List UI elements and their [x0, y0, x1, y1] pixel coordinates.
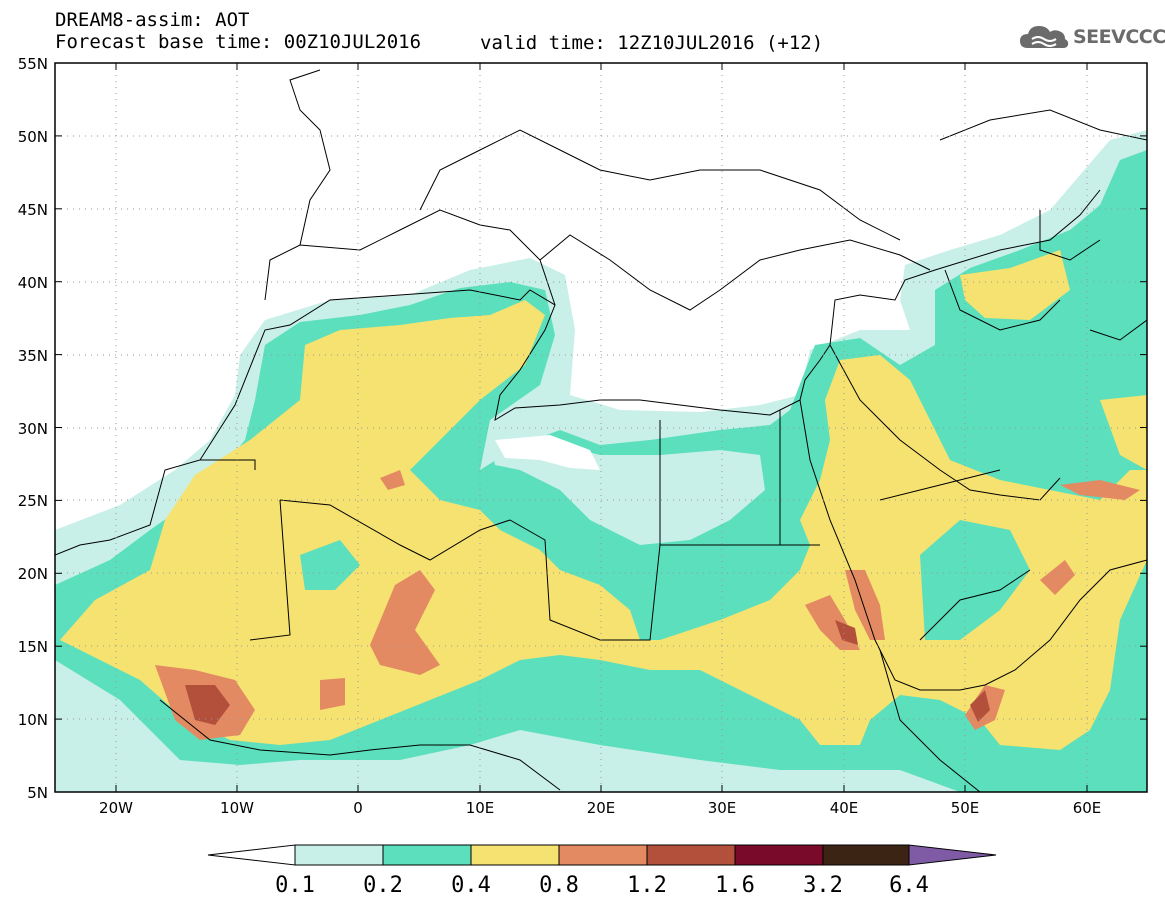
aot-level-0-8 — [1040, 560, 1075, 595]
lon-label: 20W — [99, 799, 133, 817]
latitude-labels: 55N 50N 45N 40N 35N 30N 25N 20N 15N 10N … — [18, 55, 48, 802]
lon-label: 30E — [708, 799, 737, 817]
aot-level-1-2 — [835, 620, 858, 645]
colorbar — [207, 844, 997, 866]
colorbar-label: 1.2 — [627, 873, 667, 898]
lat-label: 30N — [18, 420, 48, 438]
lon-label: 40E — [830, 799, 859, 817]
lon-label: 60E — [1073, 799, 1102, 817]
colorbar-label: 0.8 — [539, 873, 579, 898]
aot-level-0-4-patch — [1100, 395, 1147, 470]
lon-label: 10W — [220, 799, 254, 817]
lat-label: 5N — [27, 784, 48, 802]
colorbar-left-arrow — [207, 844, 296, 866]
colorbar-segment — [822, 844, 910, 866]
valid-time: valid time: 12Z10JUL2016 (+12) — [480, 32, 824, 54]
cloud-icon — [1020, 26, 1069, 48]
aot-clear-patch — [495, 435, 600, 470]
colorbar-label: 0.4 — [451, 873, 491, 898]
aot-level-0-4-patch — [960, 250, 1070, 320]
aot-level-0-2-patch — [920, 520, 1030, 640]
colorbar-segment — [558, 844, 648, 866]
colorbar-label: 1.6 — [715, 873, 755, 898]
colorbar-segment — [382, 844, 472, 866]
forecast-base-time: Forecast base time: 00Z10JUL2016 — [55, 31, 422, 53]
lon-label: 20E — [587, 799, 616, 817]
lat-label: 10N — [18, 711, 48, 729]
colorbar-segment — [294, 844, 384, 866]
lat-label: 15N — [18, 638, 48, 656]
logo-text: SEEVCCC — [1073, 26, 1165, 48]
lat-label: 20N — [18, 565, 48, 583]
colorbar-label: 0.1 — [275, 873, 315, 898]
coastlines — [55, 69, 1147, 792]
lon-label: 0 — [353, 799, 363, 817]
lat-label: 40N — [18, 274, 48, 292]
axis-ticks — [55, 62, 1147, 793]
aot-level-1-2 — [970, 690, 990, 722]
aot-level-0-8 — [1060, 480, 1140, 500]
longitude-labels: 20W 10W 0 10E 20E 30E 40E 50E 60E — [99, 799, 1101, 817]
lat-label: 35N — [18, 347, 48, 365]
product-title: DREAM8-assim: AOT — [55, 9, 250, 31]
lat-label: 50N — [18, 128, 48, 146]
lat-label: 55N — [18, 55, 48, 73]
aot-level-0-2-patch — [300, 540, 360, 590]
lon-label: 10E — [466, 799, 495, 817]
colorbar-label: 0.2 — [363, 873, 403, 898]
aot-level-0-8 — [370, 570, 440, 675]
aot-level-0-8 — [845, 570, 885, 640]
colorbar-right-arrow — [908, 844, 997, 866]
aot-level-0-8 — [320, 678, 345, 710]
colorbar-labels: 0.1 0.2 0.4 0.8 1.2 1.6 3.2 6.4 — [275, 873, 929, 898]
colorbar-segment — [646, 844, 736, 866]
lat-label: 45N — [18, 201, 48, 219]
colorbar-label: 3.2 — [803, 873, 843, 898]
colorbar-segment — [734, 844, 824, 866]
colorbar-label: 6.4 — [889, 873, 929, 898]
aot-level-0-8 — [380, 470, 405, 490]
lat-label: 25N — [18, 492, 48, 510]
graticule — [55, 63, 1147, 792]
aot-level-0-2-patch — [1040, 300, 1120, 385]
lon-label: 50E — [951, 799, 980, 817]
colorbar-segment — [470, 844, 560, 866]
aot-clean-patch — [490, 440, 765, 545]
aot-level-1-2 — [185, 685, 230, 725]
seevccc-logo: SEEVCCC — [1018, 22, 1165, 52]
